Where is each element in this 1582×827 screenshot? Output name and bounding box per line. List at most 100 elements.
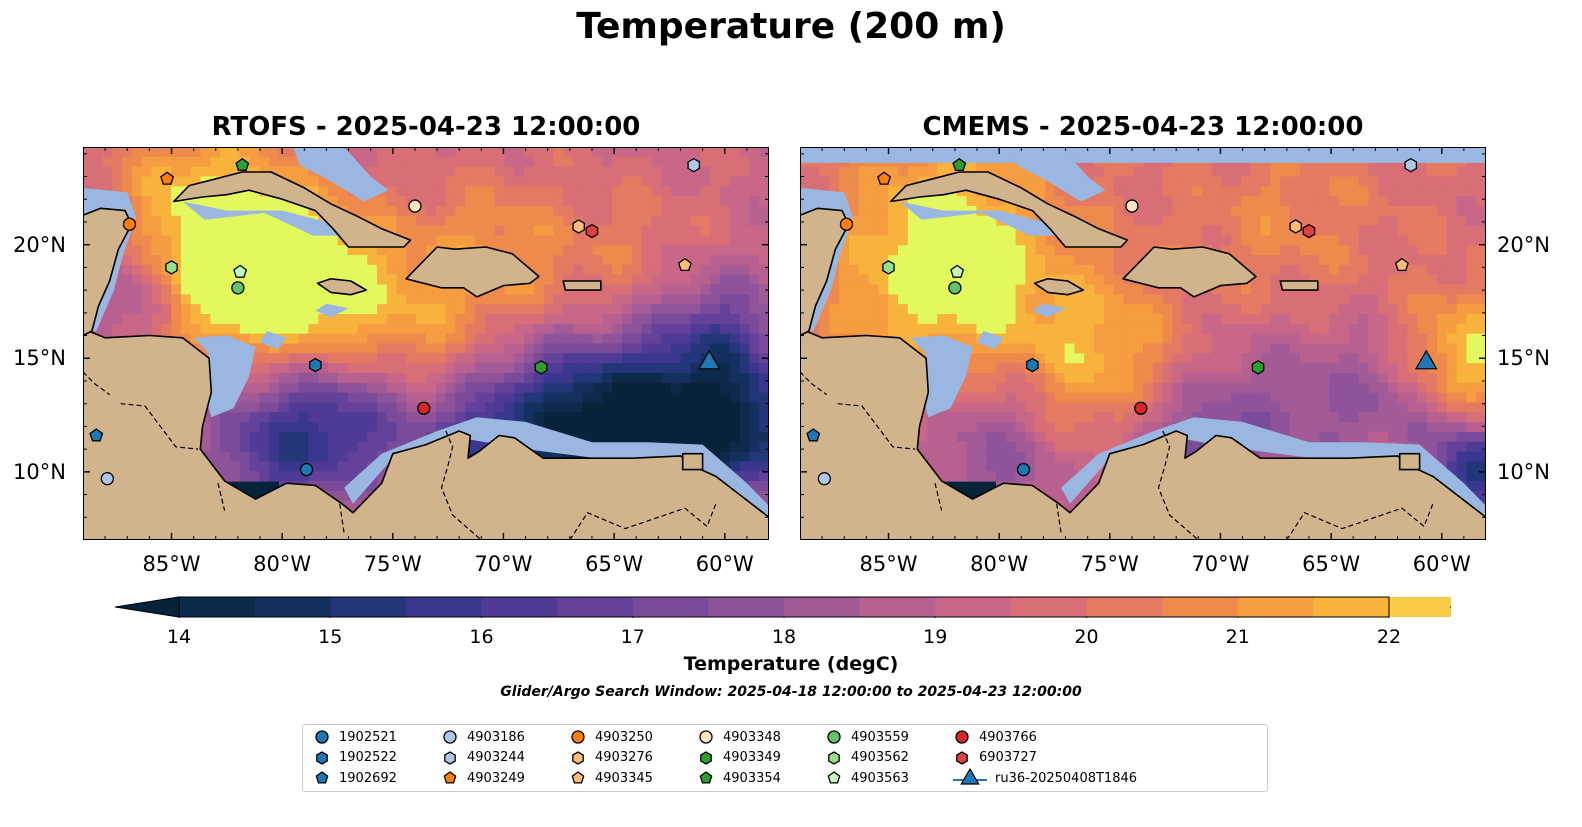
lon-tick-label: 80°W: [970, 552, 1029, 576]
cmems-no-data-band: [800, 147, 1486, 163]
country-border: [837, 403, 916, 450]
float-marker-4903563: [950, 264, 965, 278]
country-border: [339, 503, 345, 534]
legend-hexagon-icon: [956, 750, 968, 765]
lat-tick-label-left: 20°N: [13, 232, 66, 257]
legend-item: ru36-20250408T1846: [953, 768, 1137, 788]
country-border: [83, 371, 110, 396]
float-marker-4903766: [417, 401, 431, 415]
lon-tick-label: 65°W: [585, 552, 644, 576]
cuba-shelf: [182, 201, 340, 236]
pedro-bank-shelf: [315, 303, 349, 318]
legend-label: 4903349: [723, 750, 781, 765]
legend-item: 4903244: [441, 748, 525, 768]
float-marker-4903244: [1404, 157, 1418, 173]
colorbar-segment: [1086, 597, 1163, 617]
south-shelf: [344, 417, 769, 529]
hispaniola-land: [405, 246, 540, 298]
float-marker-4903563: [233, 264, 248, 278]
legend-circle-icon: [571, 730, 585, 744]
glider-marker-ru36-20250408T1846: [1414, 349, 1438, 370]
colorbar-segment: [254, 597, 331, 617]
yucatan-land: [800, 207, 850, 337]
legend-circle-icon: [955, 730, 969, 744]
colorbar-segment: [1389, 597, 1451, 617]
lat-tick-label-right: 15°N: [1497, 346, 1550, 371]
legend-hexagon-icon: [444, 750, 456, 765]
cuba-shelf: [899, 201, 1057, 236]
lat-tick-label-right: 10°N: [1497, 459, 1550, 484]
float-marker-4903354: [235, 157, 250, 172]
legend-hexagon-icon: [316, 750, 328, 765]
colorbar-segment: [859, 597, 936, 617]
float-marker-1902692: [806, 428, 821, 442]
cmems-panel-title: CMEMS - 2025-04-23 12:00:00: [922, 112, 1364, 142]
float-marker-1902522: [309, 357, 322, 373]
legend-triangle-icon: [953, 768, 987, 785]
legend-item: 1902522: [313, 748, 397, 768]
pedro-bank-shelf: [1032, 303, 1066, 318]
rtofs-map: [83, 147, 769, 540]
colorbar-segment: [179, 597, 256, 617]
legend-label: 4903186: [467, 729, 525, 745]
colorbar-under-arrow: [115, 596, 180, 618]
yucatan-land: [83, 207, 133, 337]
float-marker-4903250: [839, 217, 854, 231]
map-ticks: [83, 147, 769, 540]
float-marker-4903348: [408, 199, 422, 213]
float-marker-1902521: [299, 462, 314, 477]
colorbar-tick-label: 21: [1225, 626, 1250, 648]
legend-item: 4903249: [441, 768, 525, 788]
cuba-land: [889, 171, 1129, 248]
colorbar-tick-label: 14: [166, 626, 192, 648]
float-marker-4903276: [1289, 219, 1302, 234]
float-marker-4903562: [882, 260, 895, 275]
float-marker-4903562: [165, 260, 178, 275]
glider-marker-ru36-20250408T1846: [697, 349, 721, 370]
lon-tick-label: 75°W: [1080, 552, 1139, 576]
float-marker-4903354: [952, 157, 967, 172]
legend-item: 4903563: [825, 768, 909, 788]
legend-label: 4903354: [723, 770, 781, 786]
float-marker-4903276: [572, 219, 585, 234]
float-marker-4903559: [948, 281, 962, 295]
country-border: [934, 483, 943, 511]
legend-label: 4903345: [595, 770, 653, 786]
country-border: [120, 403, 199, 450]
float-marker-4903244: [687, 157, 701, 173]
float-marker-1902692: [89, 428, 104, 442]
legend-circle-icon: [699, 730, 713, 744]
country-border: [800, 371, 827, 396]
float-marker-4903250: [122, 217, 137, 231]
lon-tick-label: 70°W: [1191, 552, 1250, 576]
map-content: [800, 147, 1486, 540]
legend-circle-icon: [827, 730, 841, 744]
float-marker-4903766: [1134, 401, 1148, 415]
legend-item: 4903559: [825, 727, 909, 747]
colorbar-label: Temperature (degC): [683, 653, 899, 675]
legend-hexagon-icon: [828, 750, 840, 765]
legend-item: 6903727: [953, 748, 1037, 768]
search-window-text: Glider/Argo Search Window: 2025-04-18 12…: [500, 684, 1082, 700]
rtofs-panel-title: RTOFS - 2025-04-23 12:00:00: [211, 112, 641, 142]
float-marker-4903345: [1394, 257, 1409, 272]
colorbar-segment: [1010, 597, 1087, 617]
legend-hexagon-icon: [572, 750, 584, 765]
legend-item: 1902521: [313, 727, 397, 747]
trinidad-land: [1398, 452, 1421, 471]
float-marker-6903727: [1302, 223, 1316, 239]
cuba-land: [172, 171, 412, 248]
country-border: [569, 503, 717, 540]
colorbar-tick-label: 22: [1376, 626, 1402, 648]
colorbar-tick-label: 18: [771, 626, 797, 648]
legend-label: 4903559: [851, 729, 909, 745]
lon-tick-label: 70°W: [474, 552, 533, 576]
colorbar-tick-label: 19: [923, 626, 948, 648]
float-marker-1902521: [1016, 462, 1031, 477]
float-marker-4903249: [877, 171, 892, 185]
legend-circle-icon: [315, 730, 329, 744]
colorbar-segment: [1313, 597, 1390, 617]
legend-item: 1902692: [313, 768, 397, 788]
bahamas-shelf: [1010, 147, 1106, 202]
map-ticks: [800, 147, 1486, 540]
